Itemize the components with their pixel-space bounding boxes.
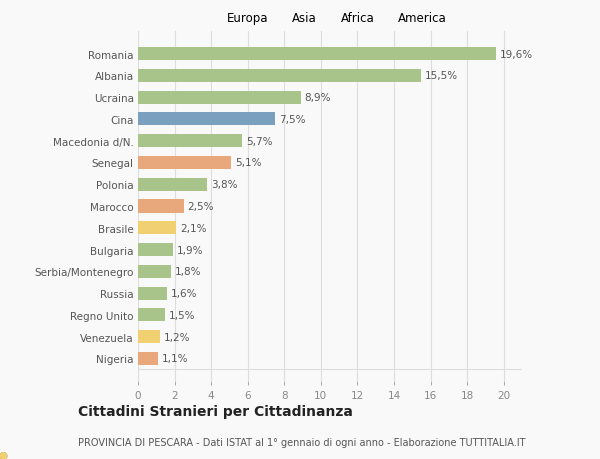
Bar <box>138 48 496 61</box>
Text: 1,1%: 1,1% <box>162 353 188 364</box>
Bar <box>138 308 166 322</box>
Legend: Europa, Asia, Africa, America: Europa, Asia, Africa, America <box>211 10 449 28</box>
Text: 7,5%: 7,5% <box>279 115 305 125</box>
Text: 1,8%: 1,8% <box>175 267 201 277</box>
Text: 19,6%: 19,6% <box>500 50 533 60</box>
Bar <box>138 135 242 148</box>
Bar <box>138 113 275 126</box>
Bar <box>138 178 208 191</box>
Bar <box>138 352 158 365</box>
Bar <box>138 70 421 83</box>
Text: Cittadini Stranieri per Cittadinanza: Cittadini Stranieri per Cittadinanza <box>78 404 353 419</box>
Bar <box>138 157 231 170</box>
Text: 1,5%: 1,5% <box>169 310 196 320</box>
Text: 2,5%: 2,5% <box>187 202 214 212</box>
Bar <box>138 91 301 105</box>
Bar <box>138 222 176 235</box>
Text: 5,1%: 5,1% <box>235 158 262 168</box>
Text: 8,9%: 8,9% <box>304 93 331 103</box>
Bar <box>138 243 173 257</box>
Text: 2,1%: 2,1% <box>180 223 206 233</box>
Text: 5,7%: 5,7% <box>246 136 272 146</box>
Text: 1,6%: 1,6% <box>171 288 197 298</box>
Bar <box>138 200 184 213</box>
Text: 1,2%: 1,2% <box>164 332 190 342</box>
Text: 3,8%: 3,8% <box>211 180 238 190</box>
Text: 15,5%: 15,5% <box>425 71 458 81</box>
Bar <box>138 265 171 278</box>
Bar <box>138 287 167 300</box>
Bar <box>138 330 160 343</box>
Text: 1,9%: 1,9% <box>176 245 203 255</box>
Text: PROVINCIA DI PESCARA - Dati ISTAT al 1° gennaio di ogni anno - Elaborazione TUTT: PROVINCIA DI PESCARA - Dati ISTAT al 1° … <box>78 437 526 447</box>
